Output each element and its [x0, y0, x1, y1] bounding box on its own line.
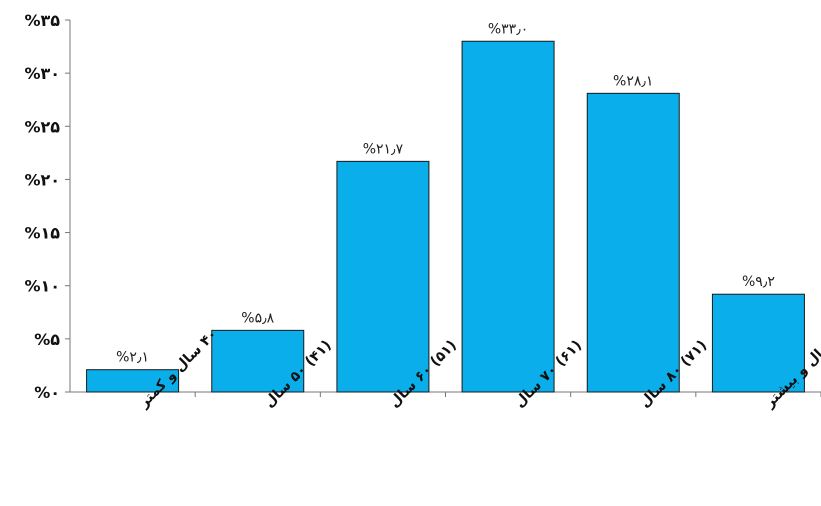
- bar: [336, 160, 430, 393]
- data-label: %۵٫۸: [241, 310, 274, 326]
- data-label: %۲۸٫۱: [613, 73, 653, 89]
- data-label: %۲٫۱: [116, 350, 149, 366]
- bar: [86, 369, 180, 393]
- y-tick-label: %۱۵: [24, 224, 60, 243]
- bar: [711, 293, 805, 393]
- data-label: %۲۱٫۷: [363, 141, 404, 157]
- y-tick-label: %۰: [34, 383, 60, 402]
- data-labels: %۲٫۱ %۵٫۸ %۲۱٫۷ %۳۳٫۰ %۲۸٫۱ %۹٫۲: [116, 21, 775, 365]
- y-tick-label: %۱۰: [24, 277, 60, 296]
- bar: [211, 329, 305, 393]
- bar: [461, 40, 555, 393]
- y-tick-label: %۳۵: [24, 11, 60, 30]
- y-axis: %۰ %۵ %۱۰ %۱۵ %۲۰ %۲۵ %۳۰ %۳۵: [24, 11, 71, 402]
- bars: [86, 40, 805, 393]
- x-tick-label: ۴۰ سال و کمتر: [135, 326, 220, 411]
- bar: [586, 92, 680, 393]
- y-tick-label: %۲۰: [24, 170, 60, 189]
- data-label: %۹٫۲: [742, 274, 775, 290]
- y-tick-label: %۲۵: [24, 117, 60, 136]
- data-label: %۳۳٫۰: [488, 21, 528, 37]
- x-axis: [70, 391, 821, 397]
- y-tick-label: %۵: [34, 330, 60, 349]
- y-tick-label: %۳۰: [24, 64, 60, 83]
